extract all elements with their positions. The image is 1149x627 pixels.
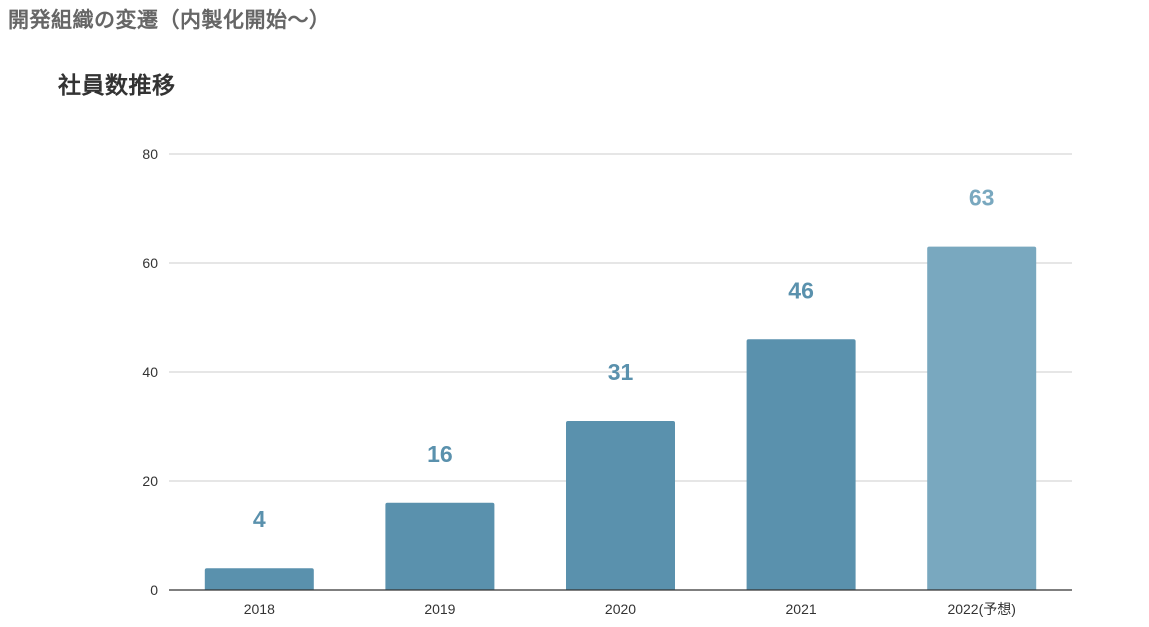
y-tick-label: 60	[142, 255, 158, 271]
chart-title: 社員数推移	[58, 73, 176, 99]
bar-2022(予想)	[927, 246, 1037, 590]
labels: 0 20 40 60 80 4 2018 16 2019 31 2020 46 2021 63 2022(予…	[142, 146, 1016, 617]
y-tick-label: 80	[142, 146, 158, 162]
bar-2019	[385, 502, 495, 590]
data-label: 63	[969, 185, 995, 211]
data-label: 4	[253, 506, 266, 532]
x-tick-label: 2022(予想)	[947, 601, 1015, 617]
x-tick-label: 2018	[244, 601, 275, 617]
data-label: 46	[788, 277, 814, 303]
y-tick-label: 20	[142, 473, 158, 489]
y-tick-label: 0	[150, 582, 158, 598]
bar-2021	[746, 339, 856, 590]
y-tick-label: 40	[142, 364, 158, 380]
x-tick-label: 2021	[786, 601, 817, 617]
data-label: 31	[608, 359, 634, 385]
bar-2020	[566, 421, 675, 590]
x-tick-label: 2019	[424, 601, 455, 617]
bars	[204, 246, 1037, 590]
data-label: 16	[427, 441, 453, 467]
x-tick-label: 2020	[605, 601, 636, 617]
page-title: 開発組織の変遷（内製化開始〜）	[8, 8, 331, 32]
bar-2018	[204, 568, 314, 590]
